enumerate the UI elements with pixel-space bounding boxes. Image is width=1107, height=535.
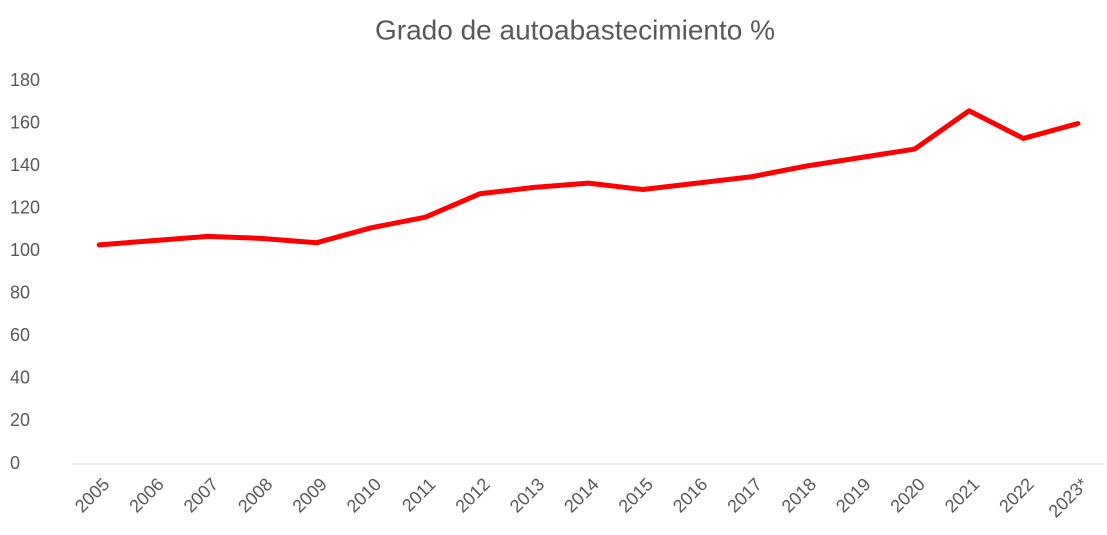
x-tick-label: 2011	[398, 474, 440, 516]
line	[96, 108, 1081, 248]
y-tick-label: 60	[10, 325, 30, 345]
y-tick-label: 160	[10, 112, 40, 132]
x-tick-label: 2005	[71, 474, 113, 516]
y-tick-label: 180	[10, 70, 40, 90]
chart-title: Grado de autoabastecimiento %	[375, 14, 775, 45]
x-tick-label: 2009	[288, 474, 330, 516]
x-tick-label: 2020	[886, 474, 928, 516]
x-tick-label: 2006	[125, 474, 167, 516]
y-tick-label: 120	[10, 197, 40, 217]
y-tick-label: 0	[10, 453, 20, 473]
x-tick-label: 2007	[180, 474, 222, 516]
y-tick-label: 20	[10, 410, 30, 430]
x-tick-label: 2022	[995, 474, 1037, 516]
x-tick-label: 2017	[723, 474, 765, 516]
y-tick-label: 80	[10, 283, 30, 303]
x-tick-label: 2021	[941, 474, 983, 516]
x-tick-label: 2016	[669, 474, 711, 516]
x-tick-label: 2010	[343, 474, 385, 516]
x-tick-label: 2014	[560, 474, 602, 516]
x-tick-label: 2013	[506, 474, 548, 516]
y-tick-label: 140	[10, 155, 40, 175]
y-tick-label: 40	[10, 368, 30, 388]
x-tick-label: 2012	[451, 474, 493, 516]
x-tick-label: 2019	[832, 474, 874, 516]
x-tick-label: 2018	[778, 474, 820, 516]
x-tick-label: 2015	[615, 474, 657, 516]
y-tick-label: 100	[10, 240, 40, 260]
x-tick-label: 2008	[234, 474, 276, 516]
x-tick-label: 2023*	[1045, 474, 1092, 521]
